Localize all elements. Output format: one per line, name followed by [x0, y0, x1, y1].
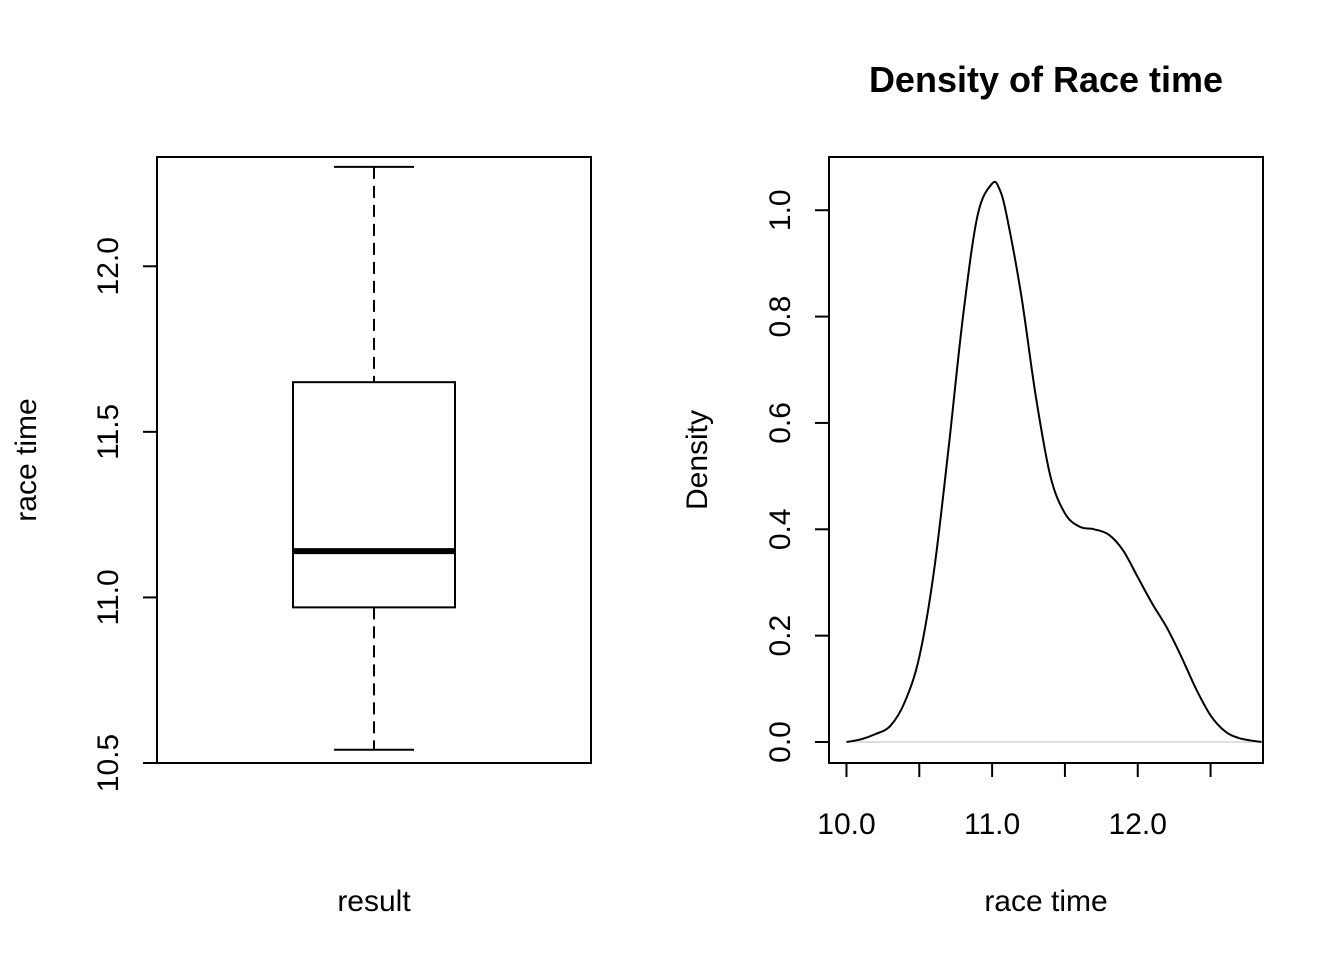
boxplot-y-label: race time	[10, 398, 43, 521]
density-x-tick-label: 11.0	[964, 808, 1020, 841]
density-y-tick-label: 0.0	[764, 721, 797, 763]
boxplot-panel: 10.5 11.0 11.5 12.0 result race time	[10, 156, 592, 918]
density-y-tick-label: 0.6	[764, 402, 797, 444]
boxplot-frame	[156, 156, 592, 764]
density-y-label: Density	[681, 410, 714, 510]
density-x-axis: 10.0 11.0 12.0	[817, 762, 1212, 841]
boxplot-y-axis: 10.5 11.0 11.5 12.0	[92, 237, 157, 792]
density-y-tick-label: 0.2	[764, 615, 797, 657]
density-y-tick-label: 1.0	[764, 189, 797, 231]
density-y-tick-label: 0.8	[764, 296, 797, 338]
density-y-tick-label: 0.4	[764, 508, 797, 550]
boxplot-x-label: result	[337, 885, 411, 918]
density-curve	[846, 180, 1262, 743]
density-y-axis: 0.0 0.2 0.4 0.6 0.8 1.0	[764, 189, 829, 763]
density-x-tick-label: 12.0	[1109, 808, 1167, 841]
boxplot-y-tick-label: 11.0	[92, 569, 125, 625]
boxplot-y-tick-label: 10.5	[92, 734, 125, 792]
boxplot-y-tick-label: 12.0	[92, 237, 125, 295]
interquartile-box	[292, 381, 456, 609]
boxplot-y-tick-label: 11.5	[92, 404, 125, 460]
density-title: Density of Race time	[869, 59, 1223, 100]
density-marks	[846, 180, 1262, 743]
boxplot-marks	[292, 165, 456, 751]
density-x-tick-label: 10.0	[817, 808, 875, 841]
density-panel: Density of Race time 10.0 11.0 12.0 0.0 0.2…	[681, 59, 1264, 918]
density-x-label: race time	[984, 885, 1107, 918]
